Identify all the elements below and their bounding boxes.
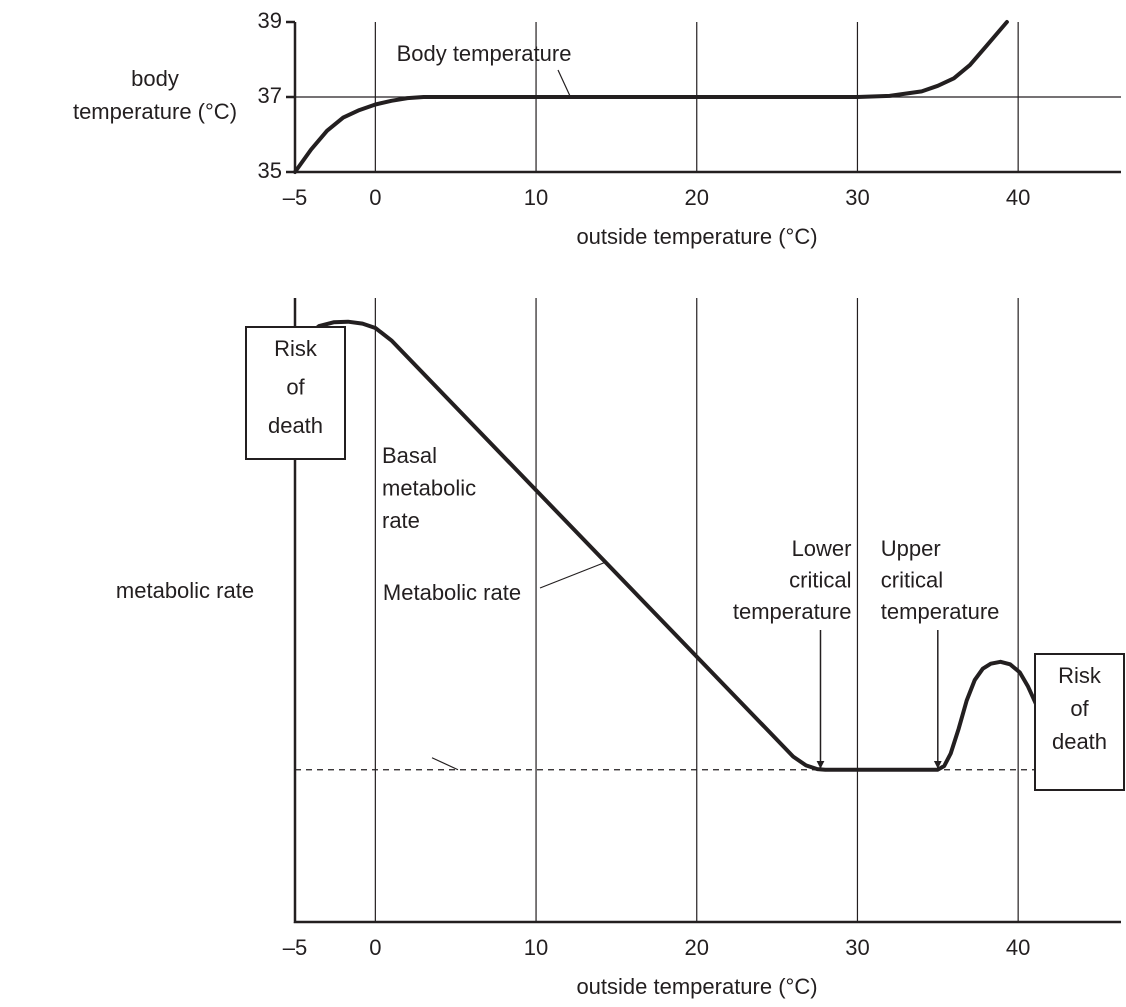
leader-line	[539, 561, 607, 589]
data-line	[293, 319, 1038, 772]
x-axis-label: outside temperature (°C)	[576, 974, 817, 999]
y-axis-label: metabolic rate	[116, 578, 254, 603]
x-tick-label: 20	[685, 185, 709, 210]
x-tick-label: 20	[685, 935, 709, 960]
basal-label: rate	[382, 508, 420, 533]
risk-label: Risk	[1058, 663, 1102, 688]
y-axis-label: body	[131, 66, 179, 91]
critical-label: Upper	[881, 536, 941, 561]
y-axis-label: temperature (°C)	[73, 99, 237, 124]
leader-line	[431, 757, 459, 771]
y-tick-label: 35	[258, 158, 282, 183]
risk-label: of	[286, 374, 305, 399]
risk-label: Risk	[274, 336, 318, 361]
series-label: Body temperature	[397, 41, 572, 66]
critical-label: Lower	[792, 536, 852, 561]
x-tick-label: –5	[283, 185, 307, 210]
risk-label: of	[1070, 696, 1089, 721]
data-line	[293, 20, 1009, 174]
risk-box	[1034, 653, 1125, 791]
x-tick-label: 10	[524, 185, 548, 210]
critical-label: critical	[789, 567, 851, 592]
axes	[293, 298, 1121, 924]
basal-label: Basal	[382, 443, 437, 468]
x-tick-label: 30	[845, 935, 869, 960]
x-tick-label: 0	[369, 935, 381, 960]
y-tick-label: 37	[258, 83, 282, 108]
critical-label: temperature	[881, 599, 1000, 624]
x-tick-label: 40	[1006, 935, 1030, 960]
risk-label: death	[1052, 729, 1107, 754]
x-axis-label: outside temperature (°C)	[576, 224, 817, 249]
critical-label: temperature	[733, 599, 852, 624]
x-tick-label: 30	[845, 185, 869, 210]
x-tick-label: –5	[283, 935, 307, 960]
x-tick-label: 10	[524, 935, 548, 960]
critical-label: critical	[881, 567, 943, 592]
basal-label: metabolic	[382, 475, 476, 500]
x-tick-label: 40	[1006, 185, 1030, 210]
series-label: Metabolic rate	[383, 580, 521, 605]
risk-box	[245, 326, 346, 460]
y-tick-label: 39	[258, 8, 282, 33]
x-tick-label: 0	[369, 185, 381, 210]
leader-line	[557, 69, 571, 97]
risk-label: death	[268, 413, 323, 438]
